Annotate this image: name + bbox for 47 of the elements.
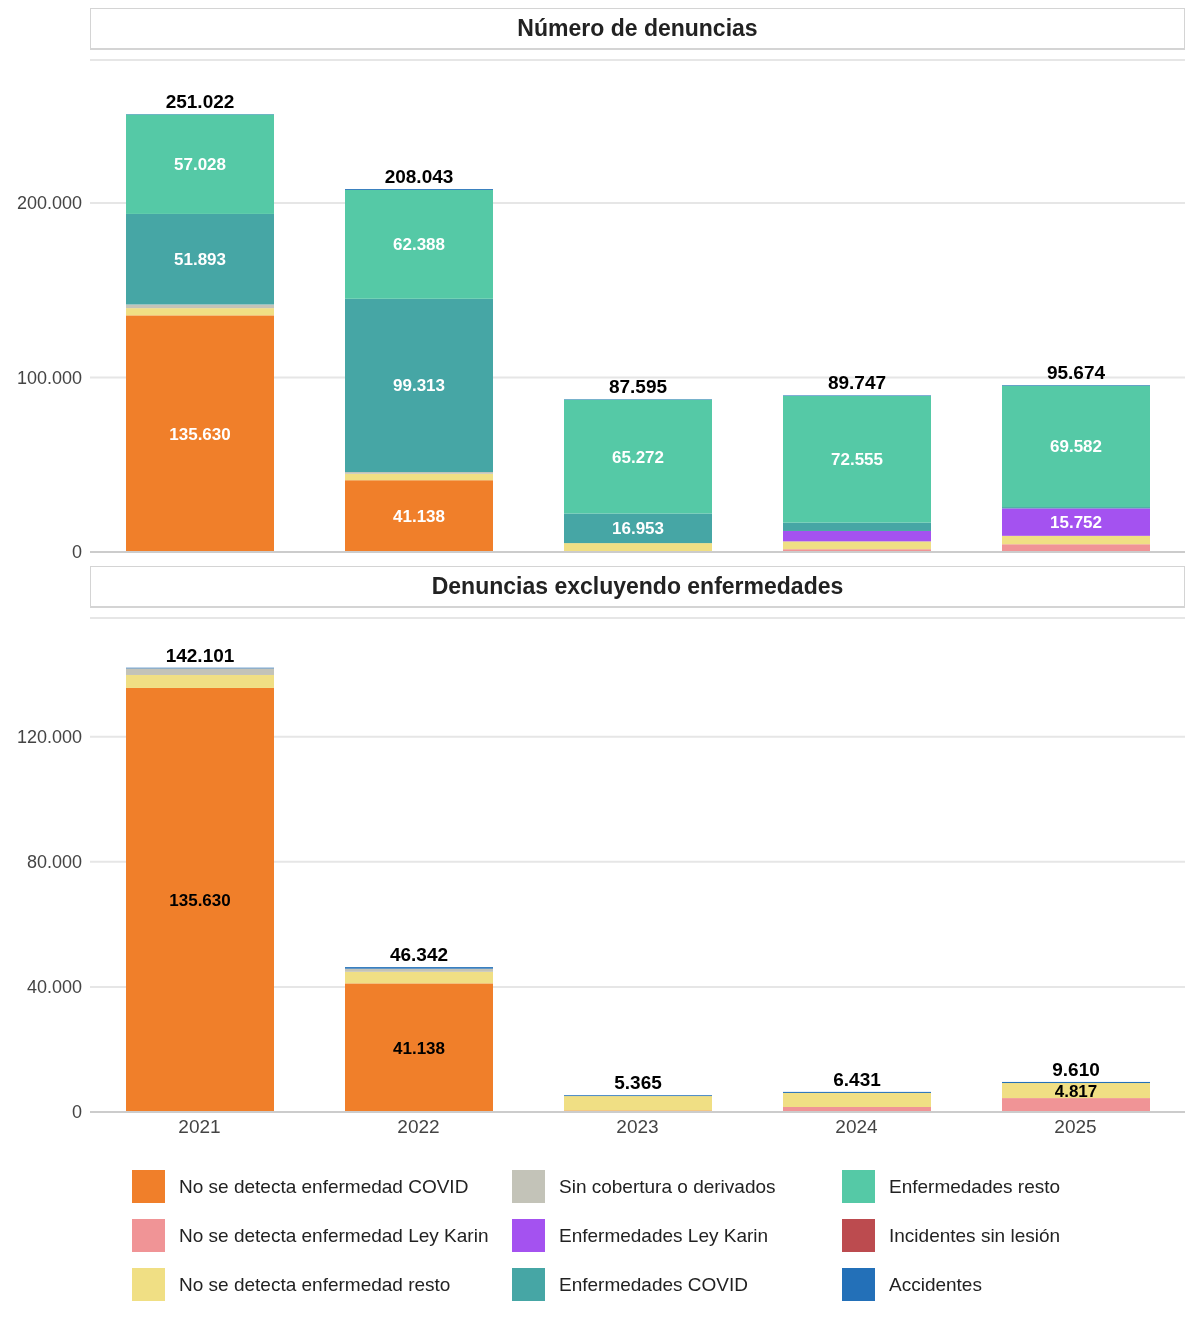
data-label: 135.630 [169,890,231,910]
y-tick-label: 200.000 [16,193,82,214]
data-label: 41.138 [393,1038,445,1058]
data-label: 69.582 [1050,437,1102,457]
y-tick-label: 120.000 [16,727,82,748]
data-label: 99.313 [393,376,445,396]
legend-label: No se detecta enfermedad COVID [179,1175,469,1198]
chart-title: Número de denuncias [90,8,1185,50]
x-tick-label: 2024 [835,1116,879,1138]
data-label: 15.752 [1050,513,1102,533]
total-label: 87.595 [608,376,668,398]
y-tick-label: 0 [71,542,82,563]
chart-title: Denuncias excluyendo enfermedades [90,566,1185,608]
legend-label: Sin cobertura o derivados [559,1175,776,1198]
legend-label: Incidentes sin lesión [889,1224,1061,1247]
x-tick-label: 2021 [178,1116,221,1138]
data-label: 72.555 [831,450,883,470]
total-label: 142.101 [165,644,235,666]
x-tick-label: 2022 [397,1116,440,1138]
total-label: 6.431 [833,1068,882,1090]
data-label: 62.388 [393,235,445,255]
total-label: 208.043 [384,166,454,188]
total-label: 95.674 [1046,362,1106,384]
y-tick-label: 80.000 [26,852,82,873]
data-label: 65.272 [612,447,664,467]
legend-label: Enfermedades resto [889,1175,1061,1198]
data-label: 51.893 [174,250,226,270]
legend-label: No se detecta enfermedad Ley Karin [179,1224,489,1247]
y-tick-label: 40.000 [26,977,82,998]
data-label: 57.028 [174,155,226,175]
data-label: 135.630 [169,424,231,444]
total-label: 5.365 [614,1072,663,1094]
legend-label: Enfermedades Ley Karin [559,1224,769,1247]
total-label: 251.022 [165,91,235,113]
x-tick-label: 2023 [616,1116,659,1138]
total-label: 46.342 [389,944,449,966]
legend-label: Enfermedades COVID [559,1273,749,1296]
data-label: 16.953 [612,519,664,539]
data-label: 4.817 [1054,1081,1098,1101]
total-label: 89.747 [827,372,887,394]
data-label: 41.138 [393,507,445,527]
y-tick-label: 0 [71,1102,82,1123]
x-tick-label: 2025 [1054,1116,1097,1138]
legend-label: No se detecta enfermedad resto [179,1273,451,1296]
y-tick-label: 100.000 [16,367,82,388]
legend-label: Accidentes [889,1273,982,1296]
total-label: 9.610 [1052,1058,1100,1080]
